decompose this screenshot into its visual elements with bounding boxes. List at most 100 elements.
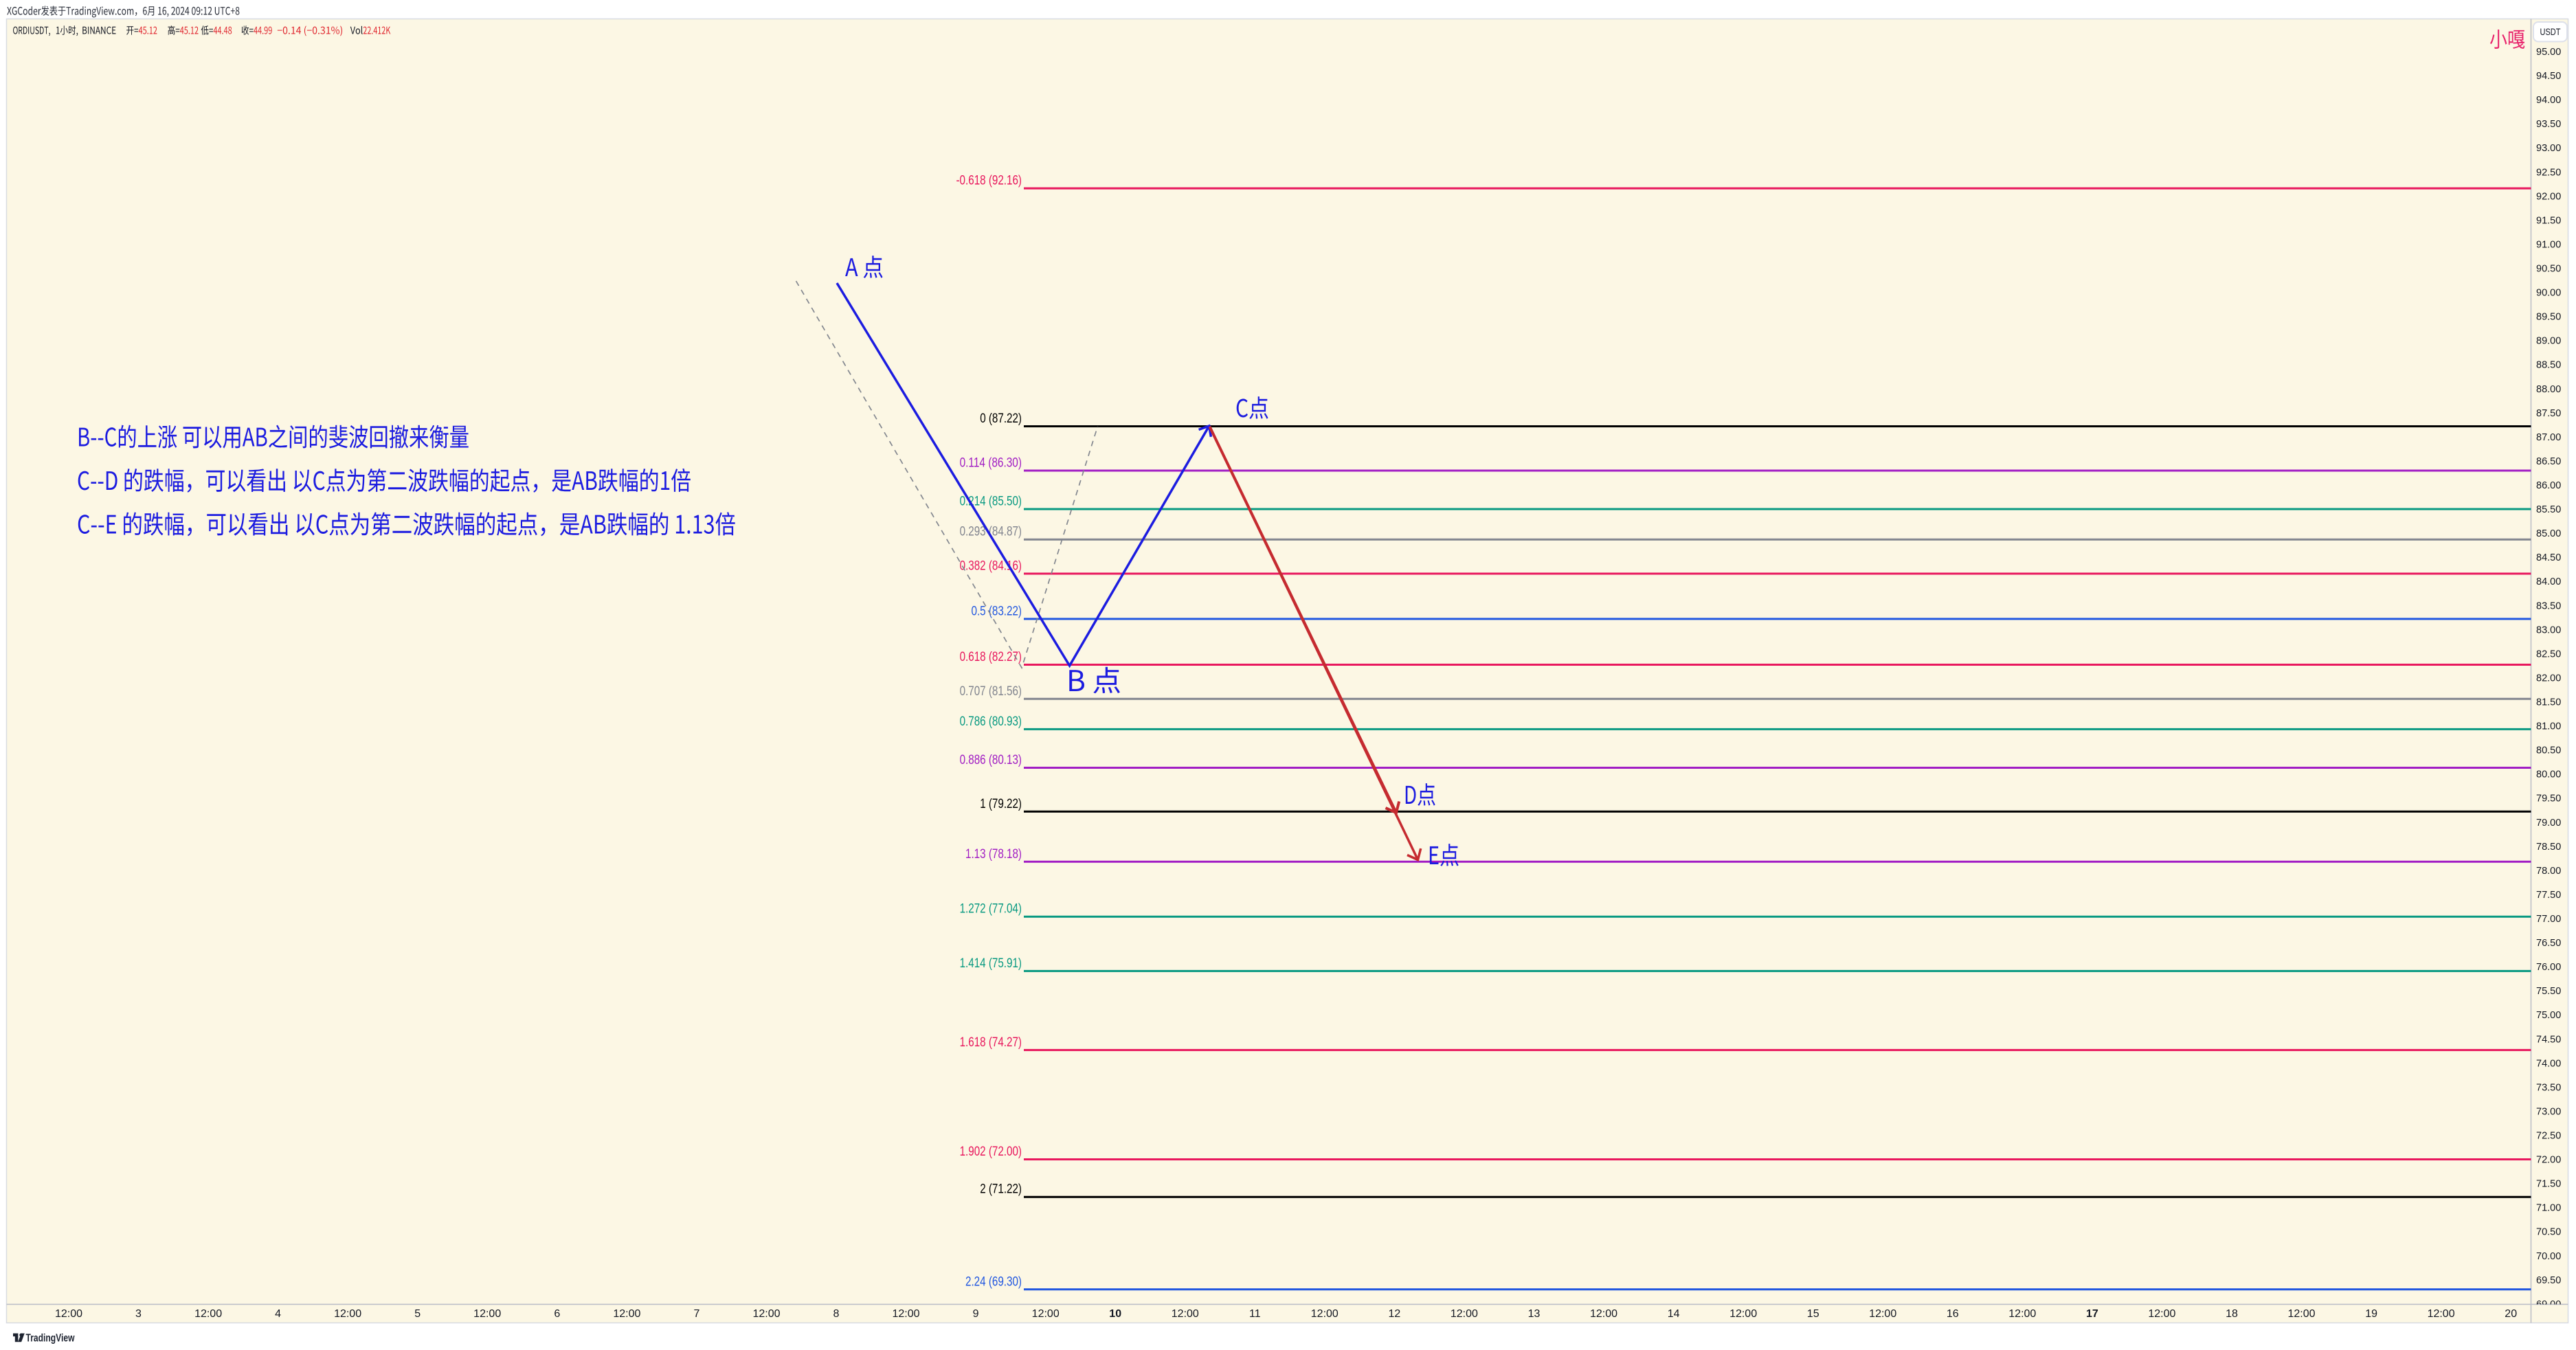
svg-text:88.50: 88.50 [2536,360,2561,371]
svg-text:87.50: 87.50 [2536,408,2561,419]
svg-text:69.50: 69.50 [2536,1275,2561,1286]
svg-text:84.50: 84.50 [2536,552,2561,563]
svg-text:19: 19 [2365,1308,2377,1320]
svg-text:3: 3 [135,1308,142,1320]
svg-text:92.00: 92.00 [2536,191,2561,202]
svg-text:72.00: 72.00 [2536,1155,2561,1166]
svg-text:15: 15 [1807,1308,1819,1320]
svg-text:94.00: 94.00 [2536,95,2561,106]
svg-text:76.50: 76.50 [2536,938,2561,949]
svg-text:13: 13 [1528,1308,1541,1320]
svg-text:80.00: 80.00 [2536,769,2561,780]
svg-text:1.618 (74.27): 1.618 (74.27) [960,1035,1022,1050]
svg-text:12:00: 12:00 [2428,1308,2455,1320]
svg-text:92.50: 92.50 [2536,167,2561,178]
svg-text:95.00: 95.00 [2536,47,2561,58]
svg-text:78.00: 78.00 [2536,866,2561,877]
svg-text:12:00: 12:00 [892,1308,919,1320]
svg-text:72.50: 72.50 [2536,1131,2561,1142]
svg-text:88.00: 88.00 [2536,384,2561,395]
svg-text:16: 16 [1947,1308,1959,1320]
svg-text:73.50: 73.50 [2536,1082,2561,1093]
svg-text:71.00: 71.00 [2536,1203,2561,1214]
svg-text:12:00: 12:00 [55,1308,82,1320]
svg-text:12:00: 12:00 [1590,1308,1617,1320]
svg-text:74.50: 74.50 [2536,1034,2561,1045]
svg-text:77.50: 77.50 [2536,890,2561,901]
svg-text:82.50: 82.50 [2536,649,2561,660]
svg-text:10: 10 [1109,1308,1121,1320]
svg-text:74.00: 74.00 [2536,1058,2561,1069]
svg-text:84.00: 84.00 [2536,576,2561,587]
svg-text:8: 8 [833,1308,840,1320]
svg-text:7: 7 [693,1308,699,1320]
svg-text:78.50: 78.50 [2536,842,2561,853]
svg-text:12:00: 12:00 [613,1308,640,1320]
svg-text:9: 9 [973,1308,979,1320]
svg-text:86.00: 86.00 [2536,480,2561,491]
svg-text:12:00: 12:00 [2287,1308,2315,1320]
svg-text:1.414 (75.91): 1.414 (75.91) [960,956,1022,971]
svg-text:89.00: 89.00 [2536,336,2561,347]
svg-text:4: 4 [275,1308,281,1320]
svg-text:12:00: 12:00 [2008,1308,2036,1320]
svg-text:85.50: 85.50 [2536,504,2561,515]
svg-text:69.00: 69.00 [2536,1299,2561,1310]
svg-text:12:00: 12:00 [1311,1308,1339,1320]
svg-text:83.50: 83.50 [2536,600,2561,611]
svg-text:11: 11 [1249,1308,1261,1320]
svg-text:12:00: 12:00 [1869,1308,1896,1320]
svg-text:93.00: 93.00 [2536,143,2561,154]
svg-text:0.618 (82.27): 0.618 (82.27) [960,650,1022,664]
svg-text:73.00: 73.00 [2536,1106,2561,1117]
svg-text:79.00: 79.00 [2536,818,2561,829]
svg-text:90.00: 90.00 [2536,288,2561,299]
svg-text:86.50: 86.50 [2536,456,2561,467]
svg-text:79.50: 79.50 [2536,794,2561,805]
svg-text:14: 14 [1668,1308,1680,1320]
svg-text:12:00: 12:00 [2148,1308,2175,1320]
svg-text:12:00: 12:00 [473,1308,501,1320]
svg-text:93.50: 93.50 [2536,119,2561,130]
svg-text:70.00: 70.00 [2536,1251,2561,1262]
svg-text:89.50: 89.50 [2536,312,2561,323]
svg-text:20: 20 [2505,1308,2517,1320]
svg-text:12:00: 12:00 [1172,1308,1199,1320]
svg-text:1 (79.22): 1 (79.22) [980,797,1022,811]
svg-text:12:00: 12:00 [1451,1308,1478,1320]
svg-text:18: 18 [2226,1308,2238,1320]
svg-text:12:00: 12:00 [1032,1308,1060,1320]
svg-text:USDT: USDT [2540,27,2561,37]
svg-text:0.886 (80.13): 0.886 (80.13) [960,753,1022,767]
svg-text:0.293 (84.87): 0.293 (84.87) [960,525,1022,539]
svg-text:2.24 (69.30): 2.24 (69.30) [965,1274,1022,1289]
svg-text:1.13 (78.18): 1.13 (78.18) [965,847,1022,862]
svg-text:90.50: 90.50 [2536,264,2561,275]
svg-text:80.50: 80.50 [2536,745,2561,756]
svg-text:0.214 (85.50): 0.214 (85.50) [960,495,1022,509]
svg-text:81.50: 81.50 [2536,697,2561,708]
svg-text:81.00: 81.00 [2536,721,2561,732]
svg-text:75.50: 75.50 [2536,986,2561,997]
svg-text:12:00: 12:00 [194,1308,222,1320]
svg-text:TradingView: TradingView [26,1333,76,1345]
svg-text:71.50: 71.50 [2536,1179,2561,1190]
svg-text:12:00: 12:00 [334,1308,361,1320]
svg-text:94.50: 94.50 [2536,71,2561,82]
svg-text:77.00: 77.00 [2536,914,2561,925]
svg-text:0 (87.22): 0 (87.22) [980,412,1022,426]
svg-text:2 (71.22): 2 (71.22) [980,1182,1022,1197]
svg-text:-0.618 (92.16): -0.618 (92.16) [956,174,1022,188]
svg-text:0.5 (83.22): 0.5 (83.22) [972,604,1022,618]
svg-text:1.902 (72.00): 1.902 (72.00) [960,1145,1022,1159]
svg-text:6: 6 [554,1308,560,1320]
svg-text:75.00: 75.00 [2536,1010,2561,1021]
svg-text:87.00: 87.00 [2536,432,2561,443]
svg-text:12:00: 12:00 [1729,1308,1757,1320]
svg-text:85.00: 85.00 [2536,528,2561,539]
svg-text:0.707 (81.56): 0.707 (81.56) [960,684,1022,699]
svg-text:12:00: 12:00 [752,1308,780,1320]
svg-text:0.114 (86.30): 0.114 (86.30) [960,456,1022,471]
svg-text:17: 17 [2086,1308,2098,1320]
svg-text:83.00: 83.00 [2536,625,2561,635]
